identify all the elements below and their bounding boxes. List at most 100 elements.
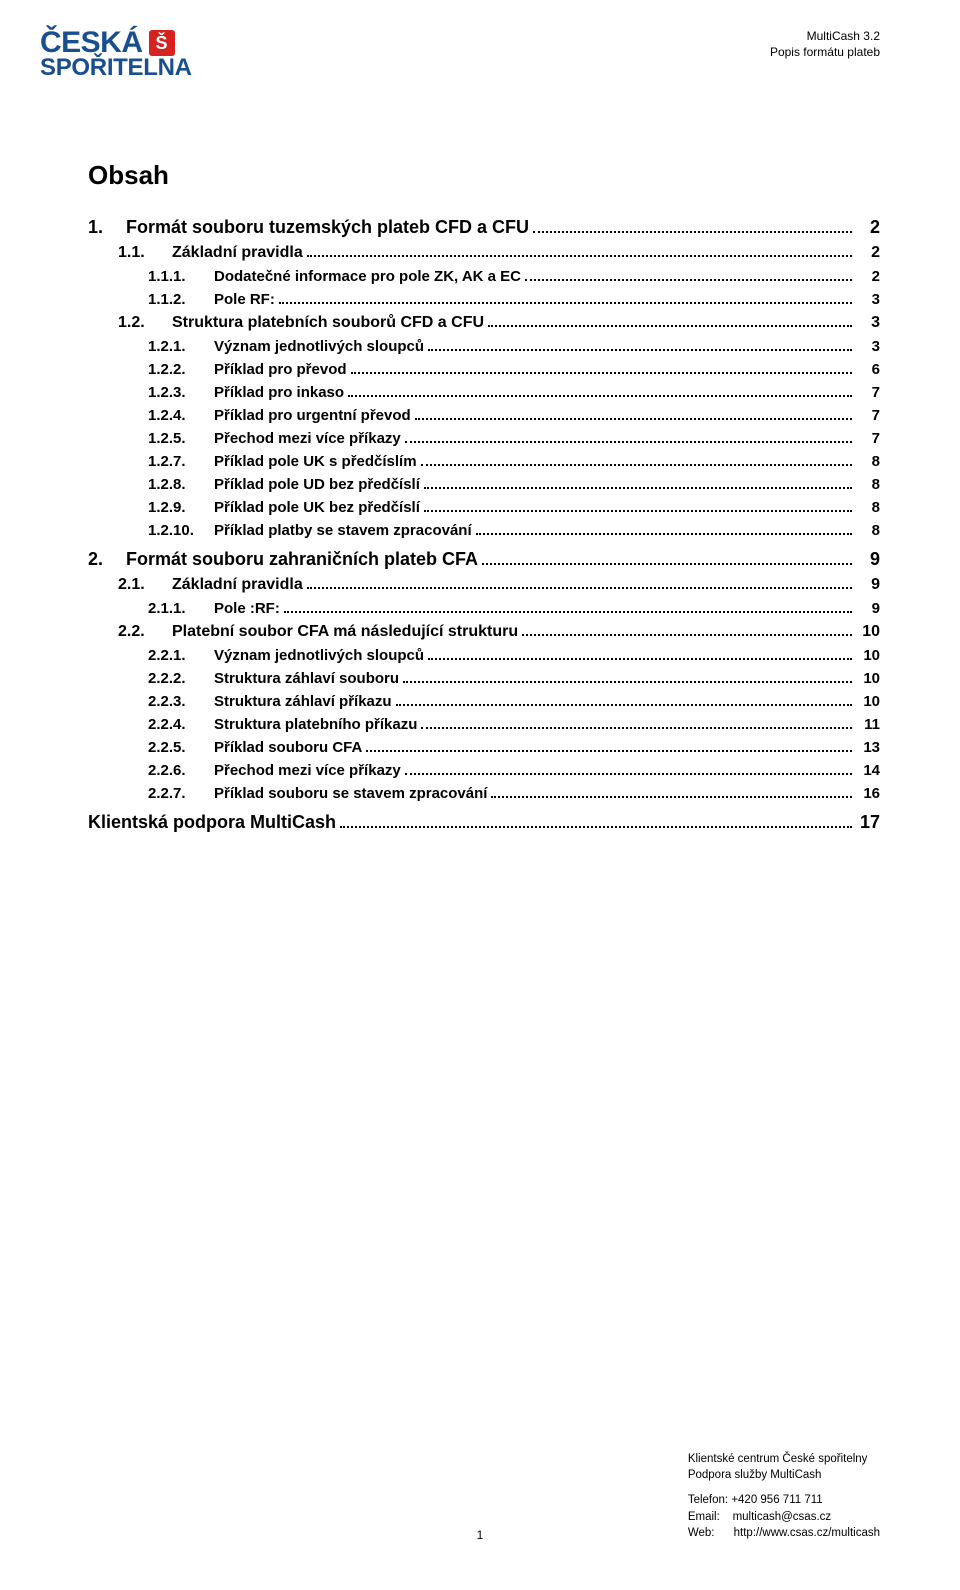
toc-leader bbox=[279, 294, 852, 305]
toc-title: Přechod mezi více příkazy bbox=[214, 762, 401, 779]
toc-entry[interactable]: 1.2. Struktura platebních souborů CFD a … bbox=[88, 314, 880, 332]
toc-leader bbox=[525, 271, 852, 282]
toc-number: 2.2.3. bbox=[148, 693, 214, 710]
toc-page: 8 bbox=[856, 522, 880, 539]
footer-phone: Telefon: +420 956 711 711 bbox=[688, 1492, 880, 1509]
toc-page: 13 bbox=[856, 739, 880, 756]
toc-title: Příklad platby se stavem zpracování bbox=[214, 522, 472, 539]
toc-number: 2.2.2. bbox=[148, 670, 214, 687]
toc-leader bbox=[476, 525, 852, 536]
toc-title: Příklad pro inkaso bbox=[214, 384, 344, 401]
toc-entry[interactable]: 1.2.3. Příklad pro inkaso 7 bbox=[88, 384, 880, 401]
toc-title: Formát souboru tuzemských plateb CFD a C… bbox=[126, 217, 529, 238]
toc-number: 2. bbox=[88, 549, 126, 570]
toc-title: Struktura záhlaví příkazu bbox=[214, 693, 392, 710]
toc-entry[interactable]: 2.2.6. Přechod mezi více příkazy14 bbox=[88, 762, 880, 779]
toc-entry[interactable]: 2.2. Platební soubor CFA má následující … bbox=[88, 623, 880, 641]
toc-entry[interactable]: 2.2.3. Struktura záhlaví příkazu 10 bbox=[88, 693, 880, 710]
toc-page: 3 bbox=[856, 314, 880, 332]
toc-title: Klientská podpora MultiCash bbox=[88, 812, 336, 833]
toc-leader bbox=[340, 815, 852, 828]
toc-page: 14 bbox=[856, 762, 880, 779]
toc-entry[interactable]: 1.2.10. Příklad platby se stavem zpracov… bbox=[88, 522, 880, 539]
toc-leader bbox=[307, 578, 852, 589]
toc-title: Pole RF: bbox=[214, 291, 275, 308]
toc-number: 1.2.2. bbox=[148, 361, 214, 378]
toc-entry[interactable]: 2. Formát souboru zahraničních plateb CF… bbox=[88, 549, 880, 570]
toc-page: 10 bbox=[856, 693, 880, 710]
toc-leader bbox=[421, 719, 852, 730]
toc-entry[interactable]: 1.1. Základní pravidla2 bbox=[88, 244, 880, 262]
toc-entry[interactable]: 1.2.9. Příklad pole UK bez předčíslí8 bbox=[88, 499, 880, 516]
toc-number: 1.2. bbox=[118, 314, 172, 332]
table-of-contents: 1. Formát souboru tuzemských plateb CFD … bbox=[88, 217, 880, 833]
toc-title: Příklad pole UD bez předčíslí bbox=[214, 476, 420, 493]
toc-entry[interactable]: Klientská podpora MultiCash17 bbox=[88, 812, 880, 833]
toc-page: 11 bbox=[856, 716, 880, 733]
toc-number: 1.2.8. bbox=[148, 476, 214, 493]
toc-title: Přechod mezi více příkazy bbox=[214, 430, 401, 447]
toc-title: Základní pravidla bbox=[172, 576, 303, 594]
toc-entry[interactable]: 2.2.4. Struktura platebního příkazu 11 bbox=[88, 716, 880, 733]
toc-page: 10 bbox=[856, 623, 880, 641]
toc-number: 2.2.1. bbox=[148, 647, 214, 664]
page-header: ČESKÁ Š SPOŘITELNA MultiCash 3.2 Popis f… bbox=[40, 28, 880, 80]
toc-entry[interactable]: 1.2.7. Příklad pole UK s předčíslím8 bbox=[88, 453, 880, 470]
toc-entry[interactable]: 1.1.1. Dodatečné informace pro pole ZK, … bbox=[88, 268, 880, 285]
toc-title: Základní pravidla bbox=[172, 244, 303, 262]
toc-number: 2.2. bbox=[118, 623, 172, 641]
toc-title: Příklad souboru CFA bbox=[214, 739, 362, 756]
toc-page: 2 bbox=[856, 217, 880, 238]
toc-entry[interactable]: 2.2.7. Příklad souboru se stavem zpracov… bbox=[88, 785, 880, 802]
toc-leader bbox=[396, 696, 852, 707]
header-subtitle: Popis formátu plateb bbox=[770, 44, 880, 60]
toc-page: 7 bbox=[856, 430, 880, 447]
toc-number: 1.2.3. bbox=[148, 384, 214, 401]
toc-number: 1.2.1. bbox=[148, 338, 214, 355]
toc-entry[interactable]: 2.1. Základní pravidla9 bbox=[88, 576, 880, 594]
footer-email: Email: multicash@csas.cz bbox=[688, 1509, 880, 1526]
toc-number: 1.2.5. bbox=[148, 430, 214, 447]
toc-page: 6 bbox=[856, 361, 880, 378]
toc-leader bbox=[405, 765, 852, 776]
footer-spacer bbox=[688, 1484, 880, 1492]
toc-title: Příklad pole UK s předčíslím bbox=[214, 453, 417, 470]
toc-title: Význam jednotlivých sloupců bbox=[214, 338, 424, 355]
toc-entry[interactable]: 2.2.2. Struktura záhlaví souboru10 bbox=[88, 670, 880, 687]
footer-email-label: Email: bbox=[688, 1511, 720, 1523]
toc-entry[interactable]: 1.2.5. Přechod mezi více příkazy 7 bbox=[88, 430, 880, 447]
toc-page: 16 bbox=[856, 785, 880, 802]
toc-entry[interactable]: 2.1.1. Pole :RF:9 bbox=[88, 600, 880, 617]
footer-phone-label: Telefon: bbox=[688, 1494, 728, 1506]
logo: ČESKÁ Š SPOŘITELNA bbox=[40, 28, 192, 80]
toc-entry[interactable]: 1.2.1. Význam jednotlivých sloupců 3 bbox=[88, 338, 880, 355]
logo-mark-letter: Š bbox=[156, 34, 168, 52]
toc-page: 8 bbox=[856, 453, 880, 470]
toc-title: Struktura platebního příkazu bbox=[214, 716, 417, 733]
toc-title: Příklad pro urgentní převod bbox=[214, 407, 411, 424]
toc-number: 1.2.4. bbox=[148, 407, 214, 424]
content: Obsah 1. Formát souboru tuzemských plate… bbox=[88, 160, 880, 833]
toc-title: Příklad pro převod bbox=[214, 361, 347, 378]
toc-entry[interactable]: 1.2.2. Příklad pro převod 6 bbox=[88, 361, 880, 378]
toc-page: 3 bbox=[856, 338, 880, 355]
toc-page: 8 bbox=[856, 476, 880, 493]
header-product: MultiCash 3.2 bbox=[770, 28, 880, 44]
toc-number: 2.2.4. bbox=[148, 716, 214, 733]
toc-entry[interactable]: 1.1.2. Pole RF:3 bbox=[88, 291, 880, 308]
toc-number: 1.2.9. bbox=[148, 499, 214, 516]
toc-entry[interactable]: 1. Formát souboru tuzemských plateb CFD … bbox=[88, 217, 880, 238]
toc-title: Příklad pole UK bez předčíslí bbox=[214, 499, 420, 516]
toc-number: 2.2.5. bbox=[148, 739, 214, 756]
toc-entry[interactable]: 1.2.8. Příklad pole UD bez předčíslí 8 bbox=[88, 476, 880, 493]
toc-entry[interactable]: 2.2.1. Význam jednotlivých sloupců10 bbox=[88, 647, 880, 664]
toc-leader bbox=[491, 788, 852, 799]
toc-entry[interactable]: 1.2.4. Příklad pro urgentní převod7 bbox=[88, 407, 880, 424]
footer-service: Podpora služby MultiCash bbox=[688, 1467, 880, 1484]
toc-page: 3 bbox=[856, 291, 880, 308]
toc-entry[interactable]: 2.2.5. Příklad souboru CFA 13 bbox=[88, 739, 880, 756]
toc-number: 1.1. bbox=[118, 244, 172, 262]
toc-page: 7 bbox=[856, 384, 880, 401]
toc-leader bbox=[424, 502, 852, 513]
toc-leader bbox=[482, 552, 852, 565]
